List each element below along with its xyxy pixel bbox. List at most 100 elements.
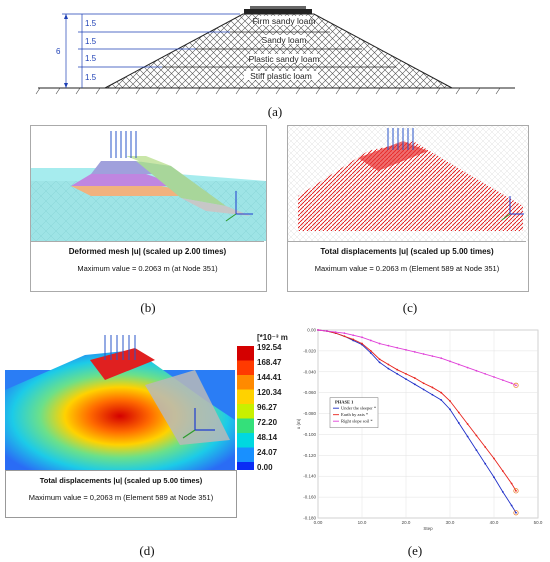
layer-label-stiff-plastic-loam: Stiff plastic loam xyxy=(250,71,312,81)
y-tick-label: -0.160 xyxy=(303,495,316,500)
data-point xyxy=(413,383,416,386)
data-point xyxy=(422,353,425,355)
data-point xyxy=(466,423,469,425)
data-point xyxy=(405,372,407,375)
layer-height-2: 1.5 xyxy=(85,37,97,46)
data-point xyxy=(457,422,460,424)
data-point xyxy=(352,338,355,341)
panel-label-d: (d) xyxy=(139,543,155,558)
end-marker xyxy=(513,488,519,494)
y-tick-label: -0.020 xyxy=(303,348,316,353)
legend-swatch xyxy=(237,447,254,462)
y-tick-label: -0.100 xyxy=(303,432,316,437)
data-point xyxy=(387,344,390,347)
data-point xyxy=(466,435,469,438)
data-point xyxy=(501,379,504,382)
data-point xyxy=(405,378,407,380)
data-point xyxy=(396,372,399,375)
data-point xyxy=(422,382,425,385)
embankment-cross-section: 6 1.5 1.5 1.5 1.5 Firm sandy loam Sandy … xyxy=(35,6,515,95)
x-tick-label: 50.0 xyxy=(534,520,543,525)
x-tick-label: 0.00 xyxy=(314,520,323,525)
data-point xyxy=(361,342,363,345)
panel-b-title: Deformed mesh |u| (scaled up 2.00 times) xyxy=(68,247,227,256)
panel-c-title: Total displacements |u| (scaled up 5.00 … xyxy=(320,247,494,256)
x-tick-label: 40.0 xyxy=(490,520,499,525)
y-tick-label: -0.060 xyxy=(303,390,316,395)
data-point xyxy=(475,369,478,372)
legend-value: 192.54 xyxy=(257,343,282,352)
panel-label-b: (b) xyxy=(140,300,156,315)
x-tick-label: 30.0 xyxy=(446,520,455,525)
x-tick-label: 10.0 xyxy=(358,520,367,525)
total-height-label: 6 xyxy=(56,47,61,56)
data-point xyxy=(361,336,363,339)
legend-value: 144.41 xyxy=(257,373,282,382)
y-tick-label: -0.180 xyxy=(303,516,316,521)
layer-label-firm-sandy-loam: Firm sandy loam xyxy=(253,16,316,26)
x-tick-label: 20.0 xyxy=(402,520,411,525)
data-point xyxy=(413,351,416,353)
end-marker xyxy=(513,510,519,516)
displacement-contour-render xyxy=(5,335,235,470)
data-point xyxy=(413,377,416,379)
data-point xyxy=(431,355,434,358)
data-point xyxy=(493,457,495,460)
legend-unit: [*10⁻³ m] xyxy=(257,333,288,342)
data-point xyxy=(515,489,517,492)
data-point xyxy=(431,393,434,396)
data-point xyxy=(334,331,337,333)
data-point xyxy=(396,368,399,371)
data-point xyxy=(457,411,460,414)
legend-value: 48.14 xyxy=(257,433,278,442)
y-tick-label: -0.120 xyxy=(303,453,316,458)
displacement-legend: 192.54 168.47 144.41 120.34 96.27 72.20 48.14 2… xyxy=(237,333,288,470)
legend-value: 168.47 xyxy=(257,358,282,367)
data-point xyxy=(449,360,451,363)
data-point xyxy=(493,376,495,378)
layer-height-1: 1.5 xyxy=(85,19,97,28)
data-point xyxy=(369,352,372,354)
data-point xyxy=(440,391,443,394)
displacement-step-chart: 0.00 -0.020 -0.040 -0.060 -0.080 -0.100 -0.120… xyxy=(296,328,543,532)
layer-label-sandy-loam: Sandy loam xyxy=(262,35,307,45)
data-point xyxy=(369,349,372,352)
data-point xyxy=(484,462,487,465)
legend-swatch xyxy=(237,346,254,361)
series-line xyxy=(317,329,517,514)
data-point xyxy=(515,511,517,514)
data-point xyxy=(378,358,381,361)
total-displacements-vector-panel: Total displacements |u| (scaled up 5.00 … xyxy=(287,125,529,292)
data-point xyxy=(440,357,443,360)
data-point xyxy=(369,339,372,342)
data-point xyxy=(396,346,399,349)
layer-label-plastic-sandy-loam: Plastic sandy loam xyxy=(249,54,320,64)
data-point xyxy=(493,476,495,479)
legend-entry: Earth by axis * xyxy=(341,412,369,417)
data-point xyxy=(484,446,487,448)
panel-d-subtitle: Maximum value = 0,2063 m (Element 589 at… xyxy=(28,493,214,502)
panel-b-subtitle: Maximum value = 0.2063 m (at Node 351) xyxy=(77,264,218,273)
data-point xyxy=(352,334,355,337)
data-point xyxy=(387,363,390,366)
data-point xyxy=(378,361,381,364)
displacement-vectors-render xyxy=(288,126,528,241)
data-point xyxy=(484,372,487,375)
y-tick-label: 0.00 xyxy=(307,328,316,333)
legend-swatch xyxy=(237,375,254,390)
data-point xyxy=(431,386,434,389)
legend-swatch xyxy=(237,360,254,375)
legend-value: 24.07 xyxy=(257,448,278,457)
data-point xyxy=(510,504,513,507)
legend-title: PHASE 1 xyxy=(335,400,354,405)
panel-label-c: (c) xyxy=(402,300,418,315)
data-point xyxy=(317,329,319,331)
legend-value: 96.27 xyxy=(257,403,278,412)
legend-swatch xyxy=(237,462,254,470)
data-point xyxy=(475,449,478,452)
legend-value: 120.34 xyxy=(257,388,282,397)
panel-label-e: (e) xyxy=(407,543,423,558)
panel-d-title: Total displacements |u| (scaled up 5.00 … xyxy=(39,476,203,485)
data-point xyxy=(510,482,513,485)
deformed-mesh-render xyxy=(31,126,266,241)
